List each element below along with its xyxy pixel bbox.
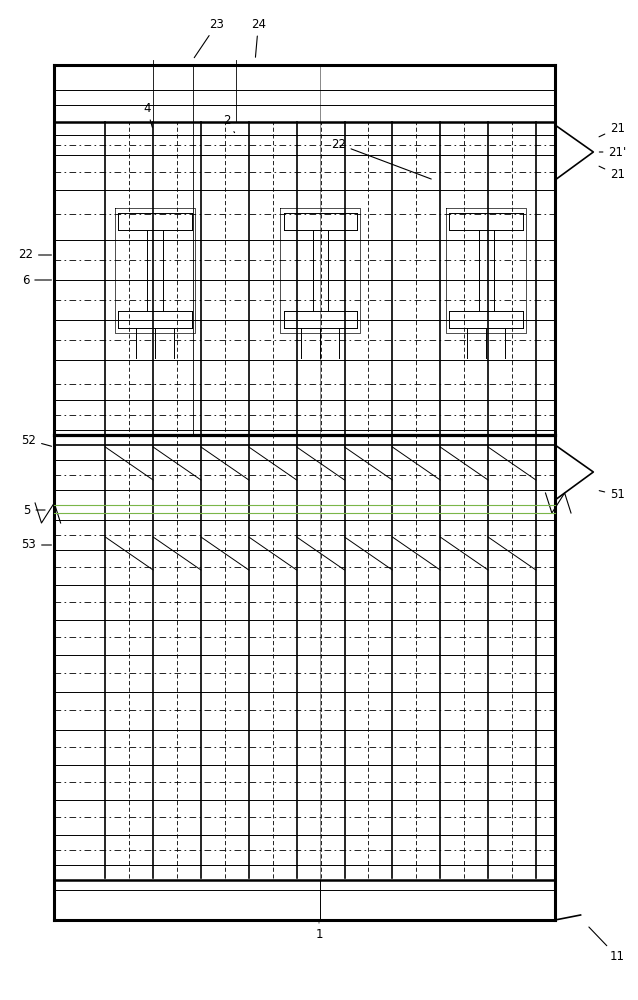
Text: 51: 51 bbox=[599, 488, 625, 502]
Text: 22: 22 bbox=[18, 248, 52, 261]
Text: 5: 5 bbox=[23, 504, 45, 516]
Text: 6: 6 bbox=[22, 273, 52, 286]
Text: 4: 4 bbox=[143, 102, 152, 127]
Text: 52: 52 bbox=[21, 434, 52, 446]
Text: 21: 21 bbox=[599, 121, 625, 137]
Text: 21': 21' bbox=[599, 145, 627, 158]
Text: 1: 1 bbox=[315, 923, 323, 942]
Text: 2: 2 bbox=[223, 113, 235, 133]
Text: 53: 53 bbox=[21, 538, 52, 552]
Text: 21: 21 bbox=[599, 166, 625, 182]
Text: 24: 24 bbox=[251, 17, 266, 57]
Text: 11: 11 bbox=[589, 927, 625, 964]
Text: 22: 22 bbox=[330, 137, 431, 179]
Text: 23: 23 bbox=[194, 17, 225, 58]
